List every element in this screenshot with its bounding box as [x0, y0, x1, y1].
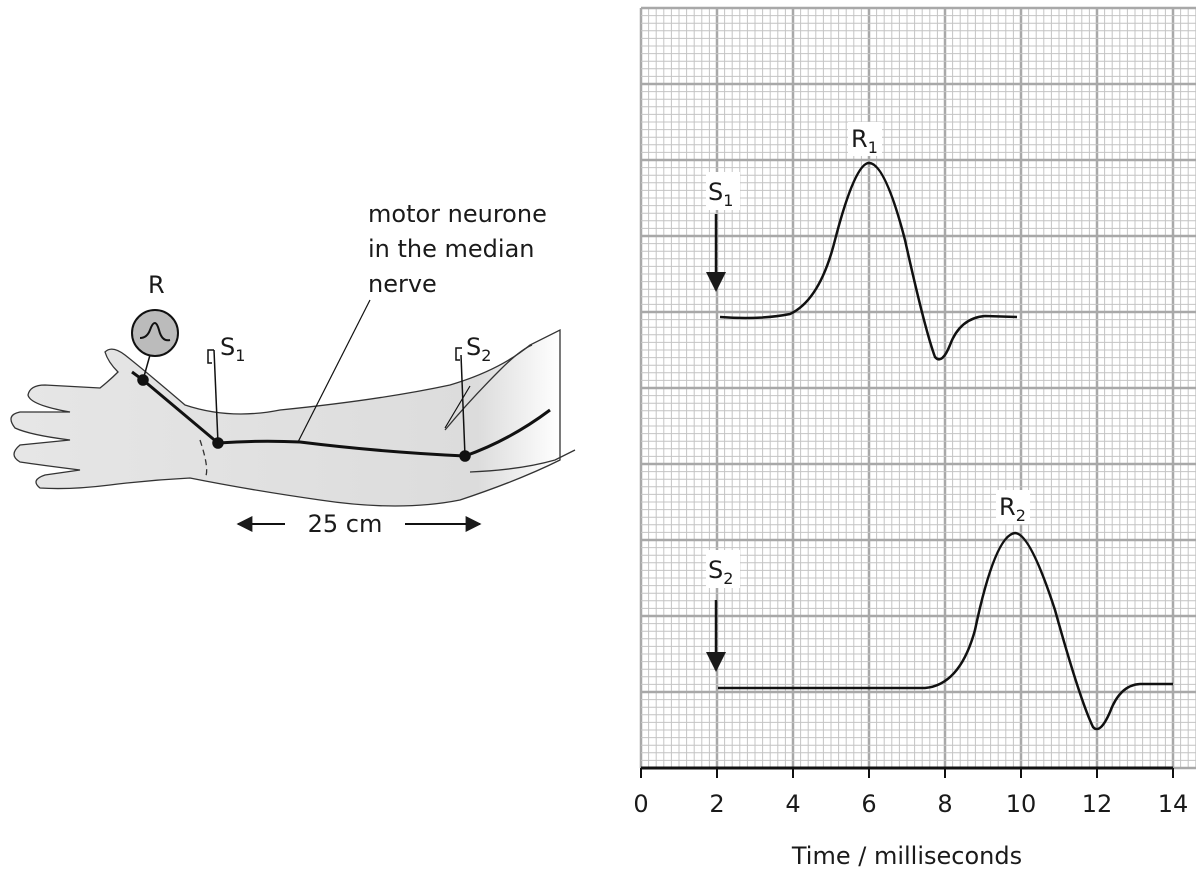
- x-tick-label: 14: [1158, 790, 1189, 818]
- label-backdrop: [996, 490, 1030, 524]
- label-sub: 2: [1016, 506, 1026, 525]
- s2-graph-label: S2: [708, 556, 733, 588]
- label-sub: 1: [723, 191, 733, 210]
- nerve-pointer: [297, 299, 371, 443]
- nerve-label: nerve: [368, 270, 437, 298]
- label-backdrop: [706, 172, 740, 210]
- x-tick-label: 0: [633, 790, 648, 818]
- label-backdrop: [848, 122, 882, 156]
- label-backdrop: [706, 550, 740, 588]
- x-tick-label: 2: [709, 790, 724, 818]
- x-tick-label: 12: [1082, 790, 1113, 818]
- x-tick-label: 4: [785, 790, 800, 818]
- s1-label: S1: [220, 333, 245, 365]
- label-main: S: [708, 556, 723, 584]
- s2-label: S2: [466, 333, 491, 365]
- r2-label: R2: [999, 493, 1026, 525]
- s1-graph-label: S1: [708, 178, 733, 210]
- recorder-icon: [131, 309, 179, 357]
- label-sub: 2: [481, 346, 491, 365]
- distance-label: 25 cm: [308, 510, 383, 538]
- arm-pointer: [444, 385, 471, 429]
- nerve-label: motor neurone: [368, 200, 547, 228]
- traces: [718, 161, 1173, 731]
- x-axis-label: Time / milliseconds: [791, 842, 1022, 870]
- graph-grid: [639, 6, 1196, 770]
- label-sub: 2: [723, 569, 733, 588]
- label-main: S: [466, 333, 481, 361]
- r1-label: R1: [851, 125, 878, 157]
- x-tick-label: 6: [861, 790, 876, 818]
- label-main: S: [220, 333, 235, 361]
- label-main: R: [999, 493, 1016, 521]
- label-sub: 1: [235, 346, 245, 365]
- label-main: R: [851, 125, 868, 153]
- nerve-path: [131, 370, 551, 458]
- x-tick-label: 8: [937, 790, 952, 818]
- electrodes: [137, 347, 471, 462]
- recorder-label: R: [148, 271, 165, 299]
- nerve-label: in the median: [368, 235, 535, 263]
- x-tick-label: 10: [1006, 790, 1037, 818]
- label-main: S: [708, 178, 723, 206]
- arm-drawing: [10, 328, 576, 507]
- label-sub: 1: [868, 138, 878, 157]
